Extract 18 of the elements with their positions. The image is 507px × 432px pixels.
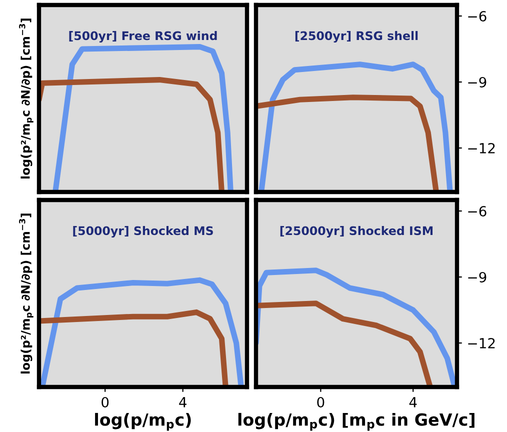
y-tick-label: −12 [468, 142, 495, 154]
text: [500yr] Free RSG wind [69, 31, 217, 43]
y-axis-title: log(p²/m$_{p}$c ∂N/∂p) [cm$^{−3}$] [19, 18, 34, 178]
x-axis-title: log(p/m$_{p}$c) [m$_{p}$c in GeV/c] [238, 412, 474, 431]
x-tick-label: 0 [102, 396, 109, 408]
text: [25000yr] Shocked ISM [280, 226, 433, 238]
x-axis-title: log(p/m$_{p}$c) [95, 412, 191, 431]
y-tick-label: −9 [468, 272, 486, 282]
text: [2500yr] RSG shell [295, 31, 418, 43]
y-tick-label: −6 [468, 10, 486, 22]
y-tick-label: −9 [468, 76, 486, 88]
text: [5000yr] Shocked MS [73, 226, 213, 238]
y-tick-label: −6 [468, 206, 486, 216]
x-tick-label: 0 [317, 396, 324, 408]
x-tick-label: 4 [409, 397, 417, 408]
y-tick-label: −12 [468, 338, 495, 348]
y-axis-title: log(p²/m$_{p}$c ∂N/∂p) [cm$^{−3}$] [19, 214, 34, 374]
x-tick-label: 4 [179, 397, 186, 408]
